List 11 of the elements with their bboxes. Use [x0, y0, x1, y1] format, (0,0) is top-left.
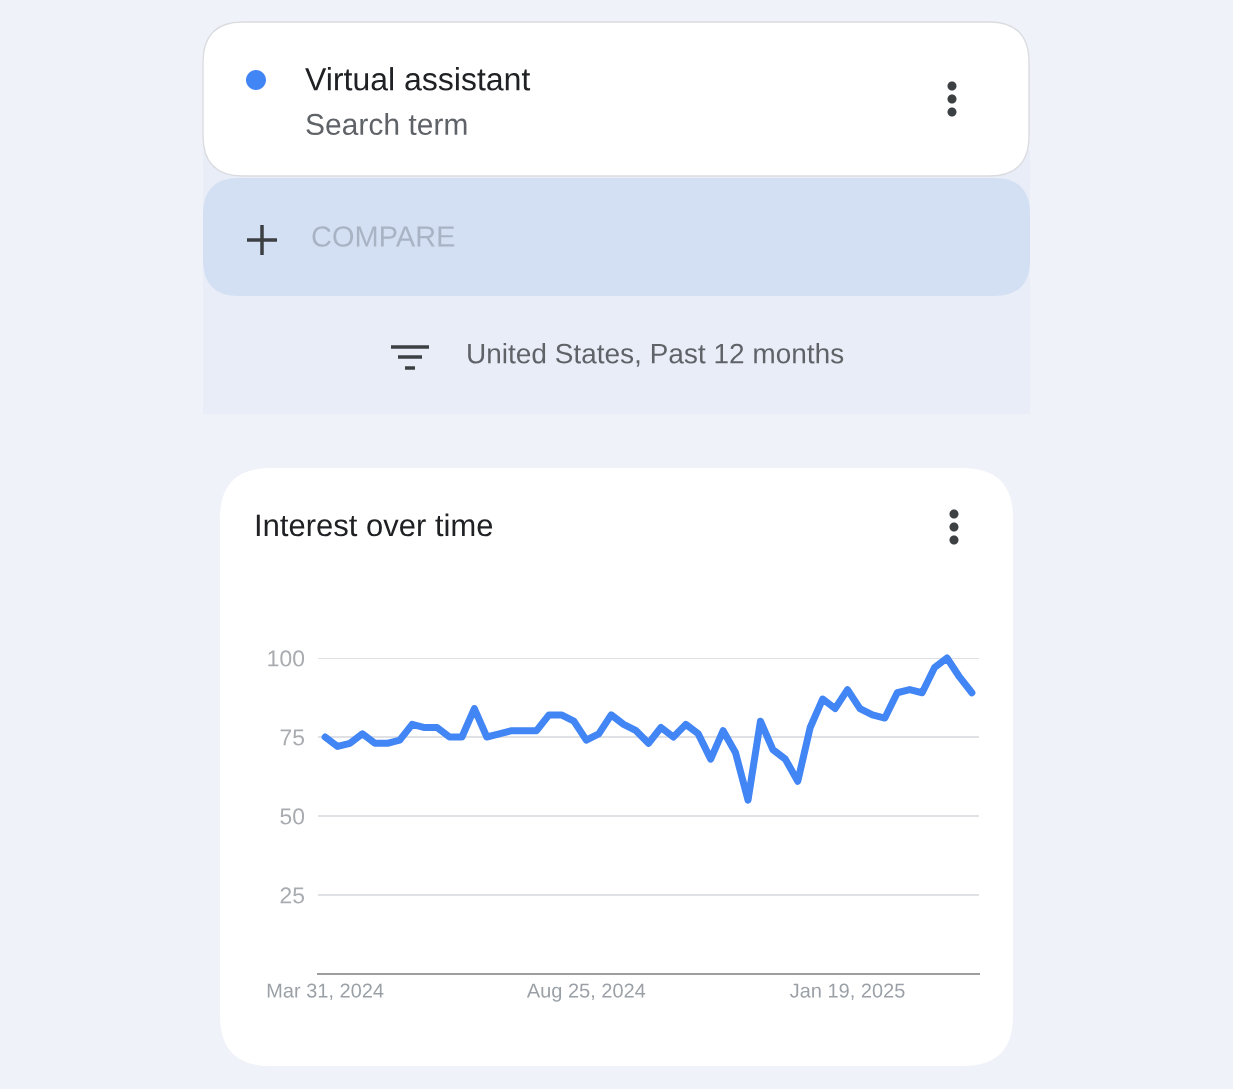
- y-tick-label: 25: [280, 887, 305, 904]
- chart-title: Interest over time: [256, 513, 493, 537]
- y-tick-label: 100: [268, 650, 305, 667]
- legend-label: Virtual assistant: [305, 67, 531, 91]
- y-tick-label: 75: [280, 729, 305, 746]
- x-tick-label: Mar 31, 2024: [267, 983, 384, 1001]
- y-tick-label: 50: [280, 808, 305, 825]
- text: Search term: [306, 113, 467, 136]
- chart-subtitle: United States, Past 12 months: [468, 342, 844, 367]
- x-tick-label: Jan 19, 2025: [790, 983, 905, 1001]
- x-tick-label: Aug 25, 2024: [526, 983, 646, 1002]
